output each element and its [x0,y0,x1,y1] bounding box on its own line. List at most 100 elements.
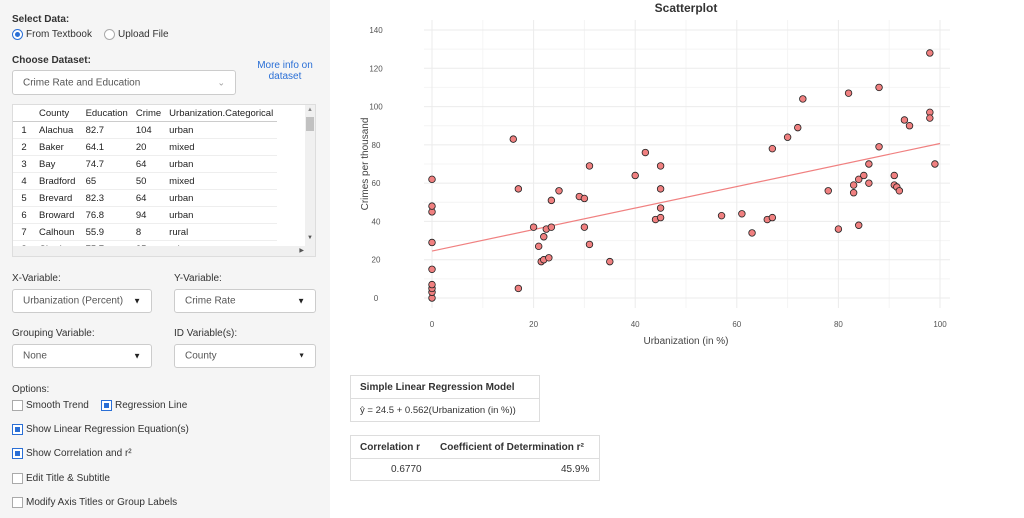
data-point [509,135,517,143]
scroll-thumb[interactable] [306,117,314,131]
data-point [768,213,777,222]
dataset-value: Crime Rate and Education [23,77,141,88]
checkbox-unchecked-icon [12,473,23,484]
table-cell: 3 [13,155,35,173]
table-cell: 5 [13,189,35,207]
id-variable-value: County [185,350,217,362]
checkbox-checked-icon [12,448,23,459]
y-tick-label: 100 [369,103,383,112]
table-row[interactable]: 5 Brevard 82.3 64 urban [13,189,278,207]
checkbox-unchecked-icon [12,497,23,508]
data-point [844,89,853,97]
scroll-up-icon[interactable]: ▲ [307,107,313,113]
table-row[interactable]: 4 Bradford 65 50 mixed [13,172,278,190]
table-cell: Bay [35,155,82,173]
checkbox-regression-line[interactable]: Regression Line [101,400,187,411]
table-row[interactable]: 2 Baker 64.1 20 mixed [13,138,278,156]
table-row[interactable]: 1 Alachua 82.7 104 urban [13,121,278,139]
table-cell: 74.7 [81,155,132,173]
caret-down-icon: ▼ [297,296,305,306]
radio-from-textbook[interactable]: From Textbook [12,29,92,40]
radio-upload-file[interactable]: Upload File [104,29,169,40]
data-point [926,114,934,122]
data-point [656,213,665,222]
table-cell: urban [165,121,278,139]
checkbox-show-correlation[interactable]: Show Correlation and r² [12,448,132,459]
table-header-cell[interactable]: Education [81,105,132,122]
data-point [641,148,650,157]
data-point [865,179,873,187]
chevron-down-icon: ⌄ [217,77,225,87]
checkbox-modify-axis[interactable]: Modify Axis Titles or Group Labels [12,497,177,508]
data-point [428,280,436,289]
select-data-label: Select Data: [12,14,70,25]
divider [351,458,599,459]
caret-down-icon: ▼ [133,351,141,361]
x-tick-label: 0 [430,320,435,329]
data-point [428,202,436,210]
data-point [717,211,726,220]
id-variable-label: ID Variable(s): [174,328,238,339]
x-tick-label: 80 [834,320,843,329]
table-row[interactable]: 3 Bay 74.7 64 urban [13,155,278,173]
checkbox-smooth-trend[interactable]: Smooth Trend [12,400,89,411]
table-cell: urban [165,189,278,207]
table-cell: mixed [165,172,278,190]
more-info-link[interactable]: More info on dataset [257,60,313,82]
regression-model-box: Simple Linear Regression Model ŷ = 24.5 … [350,375,540,422]
horizontal-scrollbar[interactable]: ▶ [13,246,307,256]
data-point [428,238,436,247]
id-variable-select[interactable]: County ▼ [174,344,316,368]
y-variable-label: Y-Variable: [174,273,222,284]
table-cell: 20 [131,138,166,156]
x-variable-select[interactable]: Urbanization (Percent) ▼ [12,289,152,313]
data-point [860,171,868,180]
vertical-scrollbar[interactable]: ▲ ▼ [305,105,315,256]
data-point [794,123,802,132]
y-tick-label: 120 [369,64,383,73]
y-tick-label: 40 [372,217,381,226]
table-header-cell[interactable]: Urbanization.Categorical [165,105,278,122]
checkbox-show-equation[interactable]: Show Linear Regression Equation(s) [12,424,189,435]
table-header-cell[interactable]: Crime [131,105,166,122]
scroll-right-icon[interactable]: ▶ [299,248,304,254]
data-point [900,116,909,124]
table-header-cell[interactable]: County [35,105,82,122]
data-point [529,223,538,231]
x-axis-label: Urbanization (in %) [643,336,728,347]
data-point [606,257,614,266]
data-table[interactable]: County Education Crime Urbanization.Categor… [12,104,316,257]
correlation-box: Correlation r Coefficient of Determinati… [350,435,600,481]
data-point [514,284,523,293]
y-variable-select[interactable]: Crime Rate ▼ [174,289,316,313]
dataset-select[interactable]: Crime Rate and Education ⌄ [12,70,236,95]
data-point [824,187,832,195]
radio-upload-label: Upload File [118,29,169,40]
modify-axis-label: Modify Axis Titles or Group Labels [26,497,178,508]
correlation-header: Correlation r [360,442,421,453]
correlation-value: 0.6770 [391,464,422,475]
table-cell: Calhoun [35,223,82,241]
scroll-down-icon[interactable]: ▼ [307,235,313,241]
table-cell: mixed [165,138,278,156]
y-axis-label: Crimes per thousand [360,118,371,211]
checkbox-edit-title[interactable]: Edit Title & Subtitle [12,473,110,484]
y-tick-label: 0 [374,294,379,303]
grouping-value: None [23,350,47,362]
smooth-trend-label: Smooth Trend [26,400,89,411]
show-equation-label: Show Linear Regression Equation(s) [26,424,189,435]
caret-down-icon: ▼ [133,296,141,306]
table-row[interactable]: 7 Calhoun 55.9 8 rural [13,223,278,241]
table-row[interactable]: 6 Broward 76.8 94 urban [13,206,278,224]
chart-title: Scatterplot [655,1,718,15]
table-cell: 82.3 [81,189,132,207]
data-point [875,143,883,151]
table-cell: 2 [13,138,35,156]
determination-value: 45.9% [561,464,590,475]
y-tick-label: 140 [369,26,383,35]
regression-equation: ŷ = 24.5 + 0.562(Urbanization (in %)) [360,405,516,416]
grouping-select[interactable]: None ▼ [12,344,152,368]
table-header-cell [13,105,35,122]
table-cell: 55.9 [81,223,132,241]
data-point [656,162,665,170]
